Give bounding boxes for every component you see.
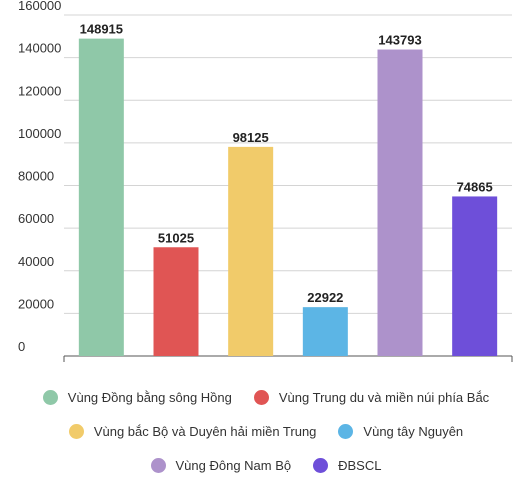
legend-row-1: Vùng Đồng bằng sông Hồng Vùng Trung du v… [0,390,532,405]
y-tick-label: 140000 [18,41,61,56]
legend-item-dong-bang-song-hong[interactable]: Vùng Đồng bằng sông Hồng [42,390,232,405]
legend-swatch-icon [313,458,329,473]
legend-label: Vùng Đông Nam Bộ [175,458,292,473]
legend-label: Vùng Đồng bằng sông Hồng [67,390,232,405]
y-tick-label: 100000 [18,126,61,141]
y-tick-label: 120000 [18,83,61,98]
legend-label: Vùng bắc Bộ và Duyên hải miền Trung [93,424,317,439]
data-label: 22922 [307,290,343,305]
legend-swatch-icon [253,390,269,405]
legend-swatch-icon [338,424,354,439]
legend-label: Vùng tây Nguyên [363,424,464,439]
data-label: 74865 [457,179,493,194]
bar [452,196,498,356]
bar-chart: 0 20000 40000 60000 80000 100000 120000 140000 1… [18,0,513,362]
legend-item-dbscl[interactable]: ĐBSCL [313,458,381,473]
legend-item-trung-du-mien-nui[interactable]: Vùng Trung du và miền núi phía Bắc [253,390,490,405]
legend-item-bac-bo-duyen-hai[interactable]: Vùng bắc Bộ và Duyên hải miền Trung [68,424,317,439]
bar [377,49,423,356]
y-tick-label: 0 [18,339,25,354]
legend-label: ĐBSCL [338,458,382,473]
data-label: 143793 [378,33,421,48]
bar [302,307,348,356]
legend-swatch-icon [150,458,166,473]
data-label: 51025 [158,230,194,245]
y-tick-label: 20000 [18,296,54,311]
data-label: 148915 [80,22,123,37]
bar [78,38,124,356]
bar [228,146,274,356]
y-tick-label: 160000 [18,0,61,13]
legend-row-2: Vùng bắc Bộ và Duyên hải miền Trung Vùng… [0,424,532,439]
y-tick-label: 60000 [18,211,54,226]
legend-row-3: Vùng Đông Nam Bộ ĐBSCL [0,458,532,473]
legend-item-tay-nguyen[interactable]: Vùng tây Nguyên [338,424,463,439]
data-label: 98125 [233,130,269,145]
y-tick-label: 40000 [18,254,54,269]
bar [153,247,199,356]
legend-swatch-icon [68,424,84,439]
legend-label: Vùng Trung du và miền núi phía Bắc [278,390,490,405]
legend-swatch-icon [42,390,58,405]
y-tick-label: 80000 [18,169,54,184]
legend-item-dong-nam-bo[interactable]: Vùng Đông Nam Bộ [150,458,292,473]
